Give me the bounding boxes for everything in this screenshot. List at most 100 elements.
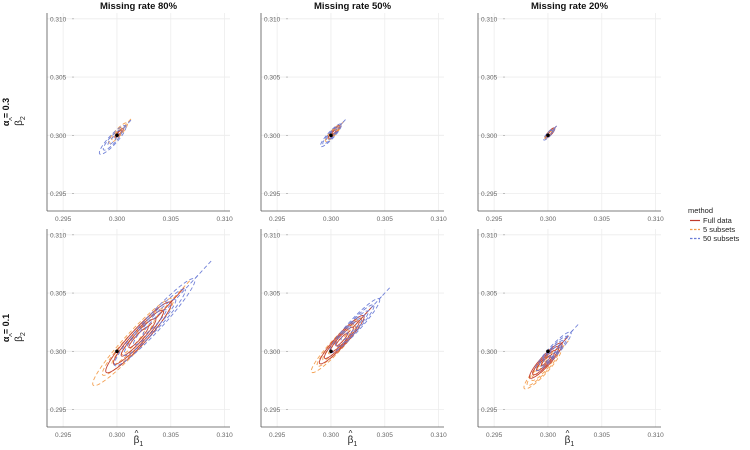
y-axis-label-hat-row-1: ^ xyxy=(8,117,17,121)
contour-50-subsets-level-2 xyxy=(322,122,343,145)
x-tick-label: 0.310 xyxy=(430,216,447,223)
contour-50-subsets-level-3 xyxy=(123,275,199,356)
y-tick-label: 0.300 xyxy=(264,133,281,140)
contour-full-data-level-2 xyxy=(120,310,164,357)
contours xyxy=(92,260,212,387)
y-tick-label: 0.305 xyxy=(50,291,67,298)
y-axis-label-base: β xyxy=(14,336,25,342)
y-axis-label-hat-row-2: ^ xyxy=(8,333,17,337)
true-value-point xyxy=(329,349,333,354)
x-tick-label: 0.295 xyxy=(486,216,503,223)
contour-50-subsets-level-3 xyxy=(320,119,346,148)
y-tick-label: 0.305 xyxy=(264,75,281,82)
contour-5-subsets-level-2 xyxy=(322,324,356,361)
x-tick-label: 0.305 xyxy=(377,216,394,223)
y-tick-label: 0.295 xyxy=(481,191,498,198)
y-tick-label: 0.295 xyxy=(481,407,498,414)
y-tick-label: 0.310 xyxy=(481,232,498,239)
contour-50-subsets-level-1 xyxy=(107,132,120,146)
y-tick-label: 0.305 xyxy=(481,291,498,298)
x-tick-label: 0.295 xyxy=(269,432,286,439)
y-axis-label-row-1: β2 xyxy=(14,116,27,126)
x-axis-label-hat-col-3: ^ xyxy=(566,429,570,438)
x-axis-label-hat-col-1: ^ xyxy=(135,429,139,438)
true-value-point xyxy=(115,133,119,138)
true-value-point xyxy=(115,349,119,354)
x-tick-label: 0.300 xyxy=(323,432,340,439)
y-tick-label: 0.300 xyxy=(264,349,281,356)
y-tick-label: 0.310 xyxy=(481,16,498,23)
x-tick-label: 0.305 xyxy=(163,216,180,223)
legend-title: method xyxy=(688,206,713,215)
y-tick-label: 0.295 xyxy=(50,191,67,198)
x-axis-label-col-2: β1 xyxy=(348,435,358,448)
column-title-2: Missing rate 50% xyxy=(314,1,392,12)
contour-50-subsets-level-3 xyxy=(98,119,132,155)
contour-50-subsets-level-4 xyxy=(329,287,390,354)
y-axis-label-sub: 2 xyxy=(20,116,27,120)
legend-item-2: 5 subsets xyxy=(703,225,735,234)
row-label-1: α = 0.3 xyxy=(1,98,11,126)
y-tick-label: 0.295 xyxy=(264,407,281,414)
contour-5-subsets-level-2 xyxy=(544,127,556,140)
contour-50-subsets-level-1 xyxy=(325,128,338,141)
contour-5-subsets-level-2 xyxy=(111,309,164,366)
y-tick-label: 0.305 xyxy=(264,291,281,298)
contour-5-subsets-level-4 xyxy=(92,280,190,387)
contour-full-data-level-4 xyxy=(105,287,185,374)
y-tick-label: 0.305 xyxy=(50,75,67,82)
x-tick-label: 0.300 xyxy=(109,432,126,439)
x-tick-label: 0.310 xyxy=(216,216,233,223)
contour-50-subsets-level-1 xyxy=(142,304,172,336)
panel-r2-c2: 0.295 0.300 0.305 0.310 0.295 0.300 0.305 0.310 xyxy=(260,229,447,439)
contours xyxy=(98,118,132,155)
panel-r2-c1: 0.295 0.300 0.305 0.310 0.295 0.300 0.305 0.310 xyxy=(46,229,233,439)
y-tick-label: 0.310 xyxy=(264,232,281,239)
x-tick-label: 0.310 xyxy=(647,216,664,223)
x-tick-label: 0.300 xyxy=(540,216,557,223)
y-axis-label-base: β xyxy=(14,120,25,126)
y-tick-label: 0.310 xyxy=(50,232,67,239)
panel-r1-c2: 0.295 0.300 0.305 0.310 0.295 0.300 0.305 0.310 xyxy=(260,13,447,223)
row-label-2: α = 0.1 xyxy=(1,314,11,342)
contour-full-data-level-1 xyxy=(128,322,153,349)
y-axis-label-sub: 2 xyxy=(20,332,27,336)
x-tick-label: 0.300 xyxy=(540,432,557,439)
panel-r2-c3: 0.295 0.300 0.305 0.310 0.295 0.300 0.305 0.310 xyxy=(477,229,664,439)
x-axis-label-sub: 1 xyxy=(139,441,143,448)
x-tick-label: 0.295 xyxy=(486,432,503,439)
contours xyxy=(310,287,390,374)
x-tick-label: 0.305 xyxy=(594,216,611,223)
y-tick-label: 0.305 xyxy=(481,75,498,82)
x-axis-label-hat-col-2: ^ xyxy=(349,429,353,438)
y-tick-label: 0.295 xyxy=(50,407,67,414)
y-tick-label: 0.295 xyxy=(264,191,281,198)
x-tick-label: 0.310 xyxy=(647,432,664,439)
contour-50-subsets-level-4 xyxy=(535,324,579,372)
x-tick-label: 0.295 xyxy=(55,216,72,223)
contour-50-subsets-level-1 xyxy=(547,342,562,358)
x-axis-label-sub: 1 xyxy=(353,441,357,448)
legend-item-3: 50 subsets xyxy=(703,234,740,243)
column-title-1: Missing rate 80% xyxy=(100,1,178,12)
x-axis-label-sub: 1 xyxy=(570,441,574,448)
contour-50-subsets-level-4 xyxy=(113,260,212,367)
y-axis-label-row-2: β2 xyxy=(14,332,27,342)
x-tick-label: 0.305 xyxy=(163,432,180,439)
contour-5-subsets-level-3 xyxy=(324,121,345,142)
y-tick-label: 0.300 xyxy=(50,349,67,356)
contours xyxy=(543,125,557,141)
y-tick-label: 0.300 xyxy=(50,133,67,140)
panel-r1-c1: 0.295 0.300 0.305 0.310 0.295 0.300 0.305 0.310 xyxy=(46,13,233,223)
x-tick-label: 0.310 xyxy=(430,432,447,439)
y-tick-label: 0.310 xyxy=(264,16,281,23)
contours xyxy=(320,119,346,148)
x-tick-label: 0.295 xyxy=(269,216,286,223)
labels-layer: Missing rate 80% Missing rate 50% Missing … xyxy=(1,1,609,448)
contour-50-subsets-level-2 xyxy=(543,125,557,141)
contour-50-subsets-level-2 xyxy=(542,335,568,363)
contour-50-subsets-level-3 xyxy=(538,330,574,367)
y-tick-label: 0.300 xyxy=(481,349,498,356)
